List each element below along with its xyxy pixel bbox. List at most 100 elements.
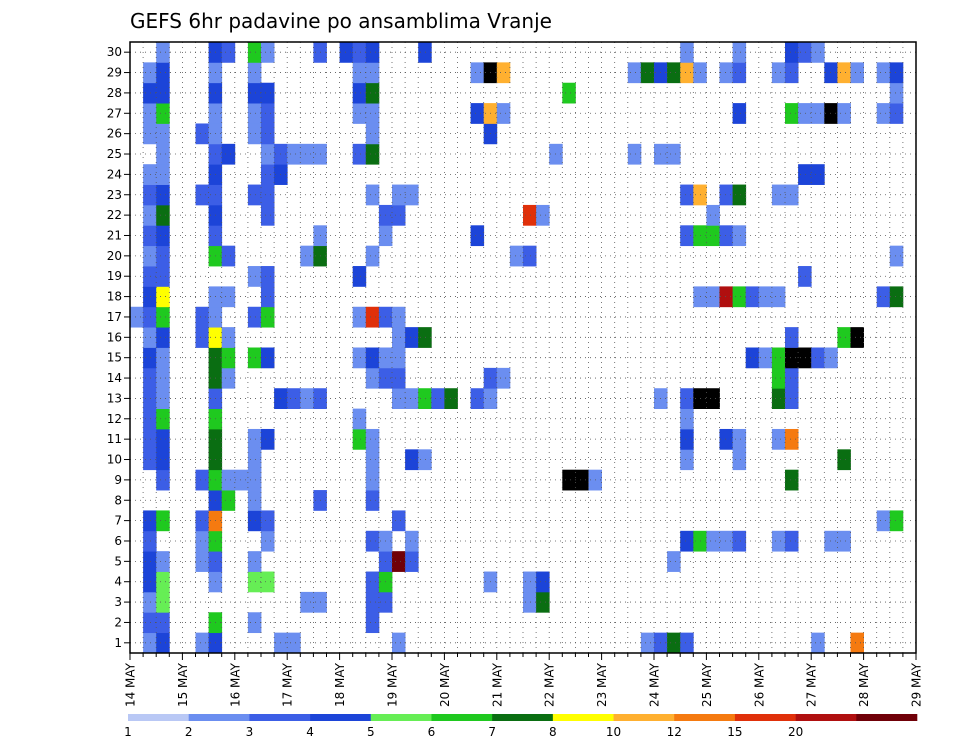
y-tick-label: 30 xyxy=(107,45,122,59)
y-tick-label: 17 xyxy=(107,310,122,324)
colorbar-segment xyxy=(674,714,736,721)
y-axis-ticks: 1234567891011121314151617181920212223242… xyxy=(107,45,130,650)
heatmap-cell xyxy=(732,428,747,450)
heatmap-cell xyxy=(392,327,406,348)
heatmap-cell xyxy=(837,103,851,124)
y-tick-label: 23 xyxy=(107,188,122,202)
y-tick-label: 5 xyxy=(114,554,122,568)
colorbar-segment xyxy=(795,714,857,721)
heatmap-cell xyxy=(247,571,262,593)
heatmap-cell xyxy=(719,62,733,84)
heatmap-cell xyxy=(261,530,275,552)
heatmap-cell xyxy=(745,347,760,369)
heatmap-cell xyxy=(706,388,720,409)
heatmap-cell xyxy=(392,632,406,654)
heatmap-cell xyxy=(261,266,275,287)
heatmap-cell xyxy=(785,42,799,63)
heatmap-cell xyxy=(143,530,157,552)
x-axis-ticks: 14 MAY 15 MAY 16 MAY 17 MAY 18 MAY 19 MAY 20 M… xyxy=(124,653,924,707)
heatmap-cell xyxy=(156,225,170,247)
heatmap-cell xyxy=(732,103,747,124)
colorbar-segment xyxy=(370,714,432,721)
colorbar: 1 2 3 4 5 6 7 8 10 12 15 20 xyxy=(124,714,918,739)
heatmap-cell xyxy=(339,42,354,63)
y-tick-label: 12 xyxy=(107,412,122,426)
y-tick-label: 15 xyxy=(107,351,122,365)
heatmap-cell xyxy=(143,204,157,226)
colorbar-segment xyxy=(552,714,614,721)
heatmap-cell xyxy=(680,225,694,247)
heatmap-cell xyxy=(143,449,157,471)
heatmap-cell xyxy=(837,530,851,552)
heatmap-cell xyxy=(156,449,170,471)
heatmap-cell xyxy=(811,103,825,124)
heatmap-cell xyxy=(876,286,891,308)
x-tick-label: 16 MAY xyxy=(228,662,242,707)
heatmap-cell xyxy=(261,42,275,63)
y-tick-label: 6 xyxy=(114,534,122,548)
heatmap-cell xyxy=(247,266,262,287)
heatmap-cell xyxy=(680,449,694,471)
heatmap-cell xyxy=(365,123,380,145)
heatmap-cell xyxy=(680,184,694,206)
colorbar-label: 2 xyxy=(185,725,193,739)
colorbar-label: 7 xyxy=(488,725,496,739)
heatmap-cell xyxy=(300,245,314,267)
heatmap-cell xyxy=(771,530,786,552)
heatmap-cell xyxy=(719,428,733,450)
heatmap-cell xyxy=(444,388,458,409)
heatmap-cell xyxy=(365,612,380,634)
heatmap-cell xyxy=(811,164,825,185)
heatmap-cell xyxy=(824,347,838,369)
heatmap-cell xyxy=(837,62,851,84)
heatmap-cell xyxy=(365,184,380,206)
heatmap-cell xyxy=(247,428,262,450)
heatmap-cell xyxy=(247,510,262,532)
heatmap-cell xyxy=(627,143,642,165)
y-tick-label: 14 xyxy=(107,371,122,385)
heatmap-cell xyxy=(247,82,262,104)
heatmap-cell xyxy=(667,143,681,165)
heatmap-cell xyxy=(680,428,694,450)
heatmap-cell xyxy=(247,306,262,328)
heatmap-cell xyxy=(247,490,262,511)
heatmap-cell xyxy=(143,62,157,84)
heatmap-cell xyxy=(300,143,314,165)
heatmap-cell xyxy=(261,103,275,124)
heatmap-cell xyxy=(221,42,236,63)
heatmap-cell xyxy=(156,306,170,328)
heatmap-cell xyxy=(732,42,747,63)
heatmap-cell xyxy=(365,449,380,471)
y-tick-label: 13 xyxy=(107,391,122,405)
heatmap-cell xyxy=(261,510,275,532)
heatmap-cell xyxy=(680,632,694,654)
heatmap-cell xyxy=(470,225,485,247)
heatmap-cell xyxy=(798,347,812,369)
heatmap-cell xyxy=(785,469,799,491)
heatmap-cell xyxy=(143,591,157,613)
heatmap-cell xyxy=(143,306,157,328)
heatmap-cell xyxy=(837,449,851,471)
heatmap-cell xyxy=(405,551,419,572)
heatmap-cell xyxy=(287,143,301,165)
heatmap-cell xyxy=(889,286,904,308)
heatmap-cell xyxy=(536,204,550,226)
colorbar-segment xyxy=(128,714,189,721)
heatmap-cell xyxy=(392,367,406,389)
heatmap-cell xyxy=(156,143,170,165)
heatmap-cell xyxy=(732,184,747,206)
heatmap-cell xyxy=(523,204,537,226)
x-tick-label: 19 MAY xyxy=(386,662,400,707)
heatmap-cell xyxy=(365,469,380,491)
heatmap-cell xyxy=(287,388,301,409)
heatmap-cell xyxy=(247,103,262,124)
heatmap-cell xyxy=(523,591,537,613)
heatmap-cell xyxy=(143,266,157,287)
y-tick-label: 10 xyxy=(107,453,122,467)
heatmap-cell xyxy=(680,388,694,409)
x-tick-label: 23 MAY xyxy=(595,662,609,707)
heatmap-cell xyxy=(365,306,380,328)
heatmap-cell xyxy=(143,428,157,450)
heatmap-cell xyxy=(156,123,170,145)
